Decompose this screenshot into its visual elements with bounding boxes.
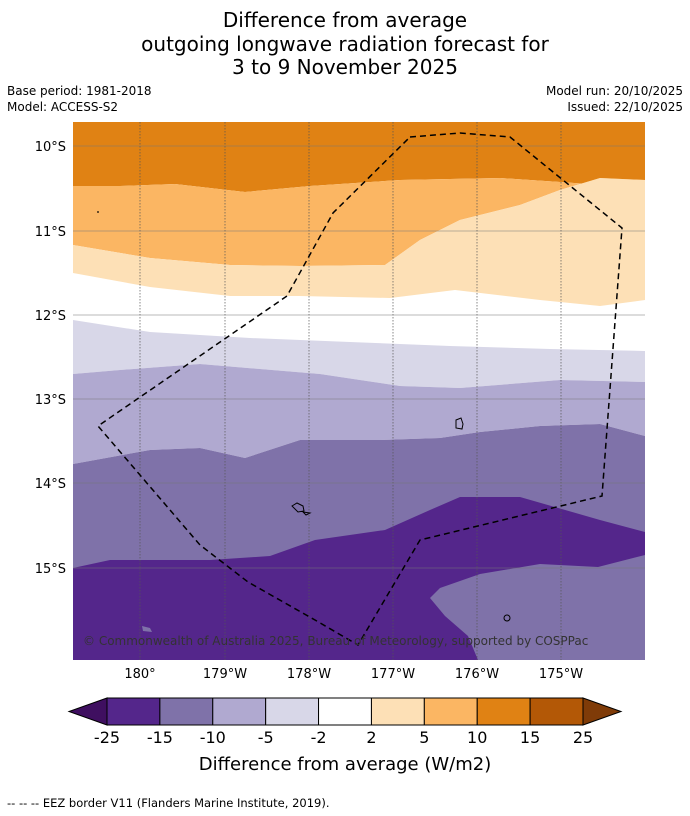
colorbar-tick-label: 2 <box>366 728 376 747</box>
colorbar-tick-label: -5 <box>258 728 274 747</box>
lat-label: 10°S <box>35 140 66 155</box>
lat-label: 14°S <box>35 477 66 492</box>
latitude-labels: 10°S 11°S 12°S 13°S 14°S 15°S <box>35 140 66 577</box>
colorbar-segment <box>106 697 161 726</box>
colorbar-tick-label: 10 <box>467 728 487 747</box>
colorbar-tick-label: 25 <box>573 728 593 747</box>
island-small <box>503 614 511 622</box>
colorbar-tick-label: -2 <box>311 728 327 747</box>
contour-band-light-purple-minus-5-minus-10 <box>73 364 645 464</box>
colorbar-segment <box>159 697 214 726</box>
graticule-parallels <box>73 145 645 569</box>
lon-label: 176°W <box>455 667 499 682</box>
island-wallis <box>455 417 464 430</box>
title-line-2: outgoing longwave radiation forecast for <box>141 32 549 56</box>
contour-band-pale-orange-2-5 <box>73 178 645 306</box>
colorbar-segment <box>529 697 584 726</box>
lon-label: 175°W <box>539 667 583 682</box>
lon-label: 179°W <box>203 667 247 682</box>
colorbar <box>67 697 623 726</box>
model-run: Model run: 20/10/2025 <box>545 84 683 98</box>
lat-label: 12°S <box>35 309 66 324</box>
colorbar-extend-low <box>67 697 108 726</box>
contour-artifact-patch <box>142 626 152 632</box>
island-futuna <box>291 502 312 516</box>
title-line-1: Difference from average <box>222 8 468 32</box>
title-line-3: 3 to 9 November 2025 <box>232 55 458 79</box>
eez-legend-note: -- -- -- EEZ border V11 (Flanders Marine… <box>7 796 330 810</box>
graticule-meridians <box>139 122 562 660</box>
model-name: Model: ACCESS-S2 <box>7 100 119 114</box>
colorbar-segment <box>370 697 425 726</box>
colorbar-segment <box>318 697 372 726</box>
lat-label: 13°S <box>35 393 66 408</box>
contour-band-orange-10-15 <box>73 122 645 192</box>
longitude-labels: 180° 179°W 178°W 177°W 176°W 175°W <box>124 667 583 682</box>
colorbar-tick-label: -25 <box>94 728 120 747</box>
colorbar-extend-high <box>582 697 623 726</box>
lat-label: 15°S <box>35 562 66 577</box>
lat-label: 11°S <box>35 225 66 240</box>
copyright-notice: © Commonwealth of Australia 2025, Bureau… <box>83 634 588 648</box>
colorbar-tick-labels: -25 -15 -10 -5 -2 2 5 10 15 25 <box>94 728 593 747</box>
island-dot <box>97 211 99 213</box>
eez-border <box>96 132 623 647</box>
issued-date: Issued: 22/10/2025 <box>567 100 683 114</box>
contour-band-light-orange-5-10 <box>73 178 645 266</box>
colorbar-tick-label: -15 <box>147 728 173 747</box>
colorbar-label: Difference from average (W/m2) <box>199 754 491 775</box>
contour-band-pale-purple-minus-2-minus-5 <box>73 320 645 388</box>
base-period: Base period: 1981-2018 <box>7 84 152 98</box>
lon-label: 180° <box>124 667 155 682</box>
colorbar-tick-label: 5 <box>419 728 429 747</box>
contour-band-dark-purple-minus-15-minus-25 <box>73 497 645 660</box>
colorbar-tick-label: -10 <box>200 728 226 747</box>
colorbar-segment <box>212 697 267 726</box>
lon-label: 178°W <box>287 667 331 682</box>
map-panel: © Commonwealth of Australia 2025, Bureau… <box>73 122 645 660</box>
colorbar-segment <box>476 697 531 726</box>
colorbar-segment <box>265 697 320 726</box>
colorbar-segment <box>423 697 478 726</box>
lon-label: 177°W <box>371 667 415 682</box>
colorbar-tick-label: 15 <box>520 728 540 747</box>
